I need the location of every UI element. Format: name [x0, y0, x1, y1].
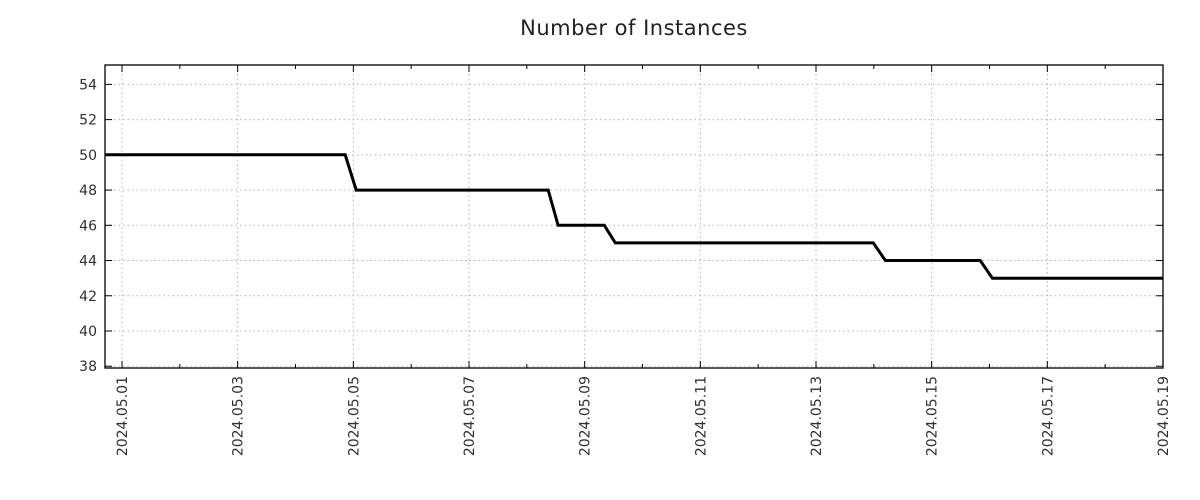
y-tick-label: 40 [79, 324, 97, 340]
y-tick-label: 38 [79, 359, 97, 375]
x-tick-label: 2024.05.15 [925, 376, 941, 456]
series-line-instances [105, 153, 1163, 280]
chart-title: Number of Instances [520, 16, 748, 40]
x-tick-label: 2024.05.01 [115, 376, 131, 456]
x-tick-label: 2024.05.09 [578, 376, 594, 456]
x-tick-label: 2024.05.11 [693, 376, 709, 456]
x-tick-label: 2024.05.07 [462, 376, 478, 456]
x-tick-label: 2024.05.03 [231, 376, 247, 456]
x-tick-label: 2024.05.19 [1156, 376, 1172, 456]
y-tick-label: 52 [79, 113, 97, 129]
plot-frame [104, 64, 1164, 369]
x-tick-label: 2024.05.05 [346, 376, 362, 456]
x-tick-label: 2024.05.13 [809, 376, 825, 456]
y-tick-label: 44 [79, 254, 97, 270]
y-tick-label: 54 [79, 77, 97, 93]
y-tick-label: 50 [79, 148, 97, 164]
y-tick-label: 42 [79, 289, 97, 305]
y-tick-label: 48 [79, 183, 97, 199]
y-tick-label: 46 [79, 218, 97, 234]
x-tick-label: 2024.05.17 [1040, 376, 1056, 456]
